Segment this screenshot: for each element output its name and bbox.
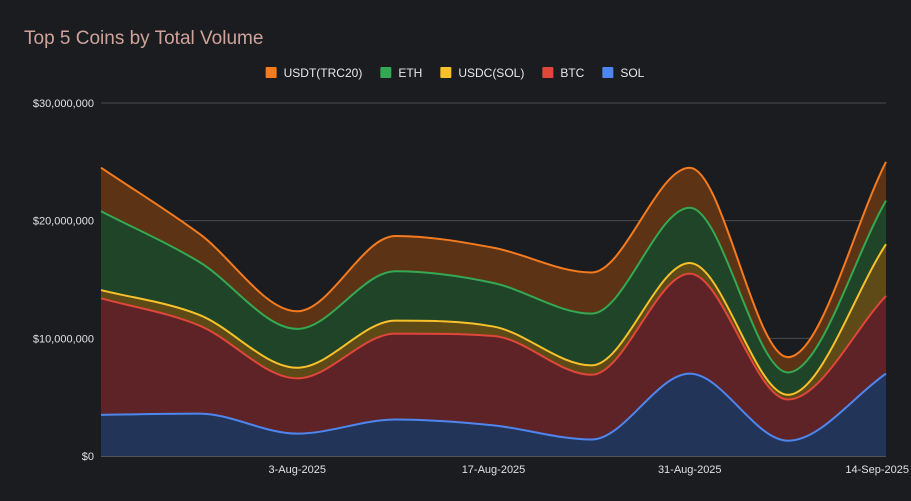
legend-label: BTC <box>560 66 584 80</box>
x-axis-ticks: 3-Aug-2025 17-Aug-2025 31-Aug-2025 14-Sep-2… <box>269 464 910 476</box>
area-btc <box>101 273 886 441</box>
legend-item-btc[interactable]: BTC <box>542 66 585 80</box>
series-lines <box>100 161 887 442</box>
legend-label: ETH <box>398 66 422 80</box>
area-eth <box>101 200 886 395</box>
legend-swatch <box>380 67 392 78</box>
y-tick-label: $20,000,000 <box>33 216 94 228</box>
line-usdc-sol <box>100 243 887 396</box>
legend-item-eth[interactable]: ETH <box>380 66 422 80</box>
y-tick-label: $10,000,000 <box>33 333 94 345</box>
legend: USDT(TRC20) ETH USDC(SOL) BTC SOL <box>265 66 645 80</box>
legend-item-usdc-sol[interactable]: USDC(SOL) <box>440 66 524 80</box>
legend-swatch <box>602 67 614 78</box>
x-tick-label: 3-Aug-2025 <box>269 464 327 476</box>
line-usdt-trc20 <box>100 161 887 359</box>
area-usdt-trc20 <box>101 161 886 373</box>
line-sol <box>100 372 887 442</box>
y-tick-label: $0 <box>82 451 94 463</box>
legend-label: USDC(SOL) <box>458 66 524 80</box>
legend-item-sol[interactable]: SOL <box>602 66 645 80</box>
x-tick-label: 31-Aug-2025 <box>658 464 722 476</box>
chart-title: Top 5 Coins by Total Volume <box>24 28 263 49</box>
area-sol <box>101 373 886 456</box>
x-tick-label: 17-Aug-2025 <box>462 464 526 476</box>
line-eth <box>100 200 887 374</box>
x-tick-label: 14-Sep-2025 <box>845 464 909 476</box>
legend-swatch <box>265 67 277 78</box>
y-tick-label: $30,000,000 <box>33 98 94 110</box>
legend-label: SOL <box>620 66 644 80</box>
y-axis-ticks: $0 $10,000,000 $20,000,000 $30,000,000 <box>33 98 94 463</box>
legend-swatch <box>440 67 452 78</box>
line-btc <box>100 272 887 401</box>
legend-label: USDT(TRC20) <box>284 66 363 80</box>
legend-swatch <box>542 67 554 78</box>
area-layers <box>101 161 886 456</box>
legend-item-usdt-trc20[interactable]: USDT(TRC20) <box>265 66 363 80</box>
